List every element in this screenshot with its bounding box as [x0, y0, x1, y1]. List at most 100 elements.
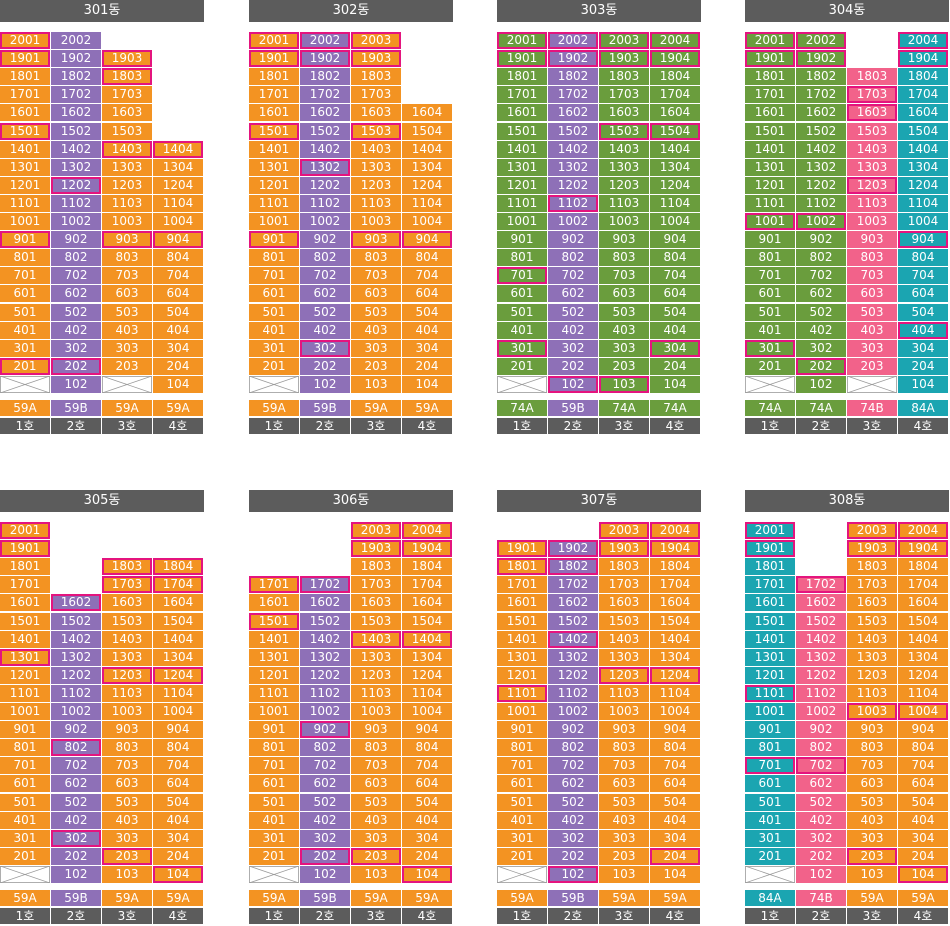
unit-cell-highlighted[interactable]: 1703 — [102, 576, 152, 594]
unit-cell[interactable]: 1001 — [249, 703, 299, 720]
unit-cell[interactable]: 703 — [847, 757, 897, 775]
unit-cell[interactable]: 201 — [497, 357, 547, 375]
unit-cell[interactable]: 304 — [650, 829, 700, 847]
unit-cell[interactable]: 1601 — [497, 104, 547, 122]
unit-cell[interactable]: 1602 — [796, 594, 846, 612]
unit-cell[interactable]: 1104 — [898, 684, 948, 702]
unit-cell-highlighted[interactable]: 1202 — [51, 176, 101, 194]
unit-cell[interactable]: 1703 — [847, 576, 897, 594]
unit-cell[interactable]: 603 — [351, 775, 401, 793]
unit-cell[interactable]: 1704 — [898, 576, 948, 594]
unit-cell-highlighted[interactable]: 1902 — [548, 50, 598, 68]
unit-cell-highlighted[interactable]: 1404 — [402, 630, 452, 648]
unit-cell[interactable]: 1701 — [249, 86, 299, 104]
unit-cell[interactable]: 204 — [402, 847, 452, 865]
unit-cell-highlighted[interactable]: 2003 — [599, 522, 649, 539]
unit-cell[interactable]: 1103 — [847, 684, 897, 702]
unit-cell[interactable]: 902 — [796, 231, 846, 249]
unit-cell-highlighted[interactable]: 2004 — [898, 32, 948, 49]
unit-cell-highlighted[interactable]: 904 — [402, 231, 452, 249]
unit-cell[interactable]: 1204 — [898, 666, 948, 684]
unit-cell[interactable]: 1401 — [745, 630, 795, 648]
unit-cell[interactable]: 1202 — [300, 176, 350, 194]
unit-cell-highlighted[interactable]: 1504 — [650, 122, 700, 140]
unit-cell-highlighted[interactable]: 701 — [745, 757, 795, 775]
unit-cell-highlighted[interactable]: 1903 — [102, 50, 152, 68]
unit-cell[interactable]: 1602 — [300, 104, 350, 122]
unit-cell[interactable]: 202 — [300, 357, 350, 375]
unit-cell[interactable]: 1702 — [796, 86, 846, 104]
unit-cell[interactable]: 402 — [300, 321, 350, 339]
unit-cell[interactable]: 704 — [650, 757, 700, 775]
unit-cell-highlighted[interactable]: 1301 — [0, 648, 50, 666]
unit-cell[interactable]: 704 — [402, 757, 452, 775]
unit-cell[interactable]: 701 — [249, 757, 299, 775]
unit-cell[interactable]: 1404 — [898, 140, 948, 158]
unit-cell[interactable]: 203 — [599, 847, 649, 865]
unit-cell[interactable]: 403 — [599, 321, 649, 339]
unit-cell[interactable]: 503 — [847, 793, 897, 811]
unit-cell-highlighted[interactable]: 102 — [548, 865, 598, 883]
unit-cell[interactable]: 1504 — [153, 612, 203, 630]
unit-cell-highlighted[interactable]: 201 — [0, 357, 50, 375]
unit-cell-highlighted[interactable]: 202 — [300, 847, 350, 865]
unit-cell[interactable]: 1301 — [745, 158, 795, 176]
unit-cell[interactable]: 1003 — [351, 213, 401, 230]
unit-cell[interactable]: 304 — [402, 829, 452, 847]
unit-cell[interactable]: 1403 — [599, 140, 649, 158]
unit-cell-highlighted[interactable]: 2004 — [650, 32, 700, 49]
unit-cell[interactable]: 802 — [548, 249, 598, 267]
unit-cell[interactable]: 701 — [0, 267, 50, 285]
unit-cell[interactable]: 802 — [796, 739, 846, 757]
unit-cell[interactable]: 604 — [402, 775, 452, 793]
unit-cell[interactable]: 303 — [847, 339, 897, 357]
unit-cell-highlighted[interactable]: 1602 — [51, 594, 101, 612]
unit-cell[interactable]: 801 — [249, 249, 299, 267]
unit-cell[interactable]: 1603 — [847, 594, 897, 612]
unit-cell-highlighted[interactable]: 901 — [249, 231, 299, 249]
unit-cell-highlighted[interactable]: 304 — [650, 339, 700, 357]
unit-cell[interactable]: 402 — [796, 811, 846, 829]
unit-cell[interactable]: 804 — [898, 739, 948, 757]
unit-cell[interactable]: 1803 — [351, 558, 401, 576]
unit-cell-highlighted[interactable]: 1204 — [650, 666, 700, 684]
unit-cell[interactable]: 1702 — [300, 86, 350, 104]
unit-cell[interactable]: 1703 — [351, 86, 401, 104]
unit-cell-highlighted[interactable]: 1603 — [847, 104, 897, 122]
unit-cell[interactable]: 502 — [796, 303, 846, 321]
unit-cell[interactable]: 901 — [497, 721, 547, 739]
unit-cell-highlighted[interactable]: 202 — [51, 357, 101, 375]
unit-cell[interactable]: 302 — [548, 829, 598, 847]
unit-cell-highlighted[interactable]: 904 — [153, 231, 203, 249]
unit-cell[interactable]: 401 — [0, 811, 50, 829]
unit-cell[interactable]: 1602 — [300, 594, 350, 612]
unit-cell[interactable]: 1202 — [300, 666, 350, 684]
unit-cell[interactable]: 2002 — [51, 32, 101, 49]
unit-cell[interactable]: 503 — [351, 303, 401, 321]
unit-cell[interactable]: 1302 — [300, 648, 350, 666]
unit-cell[interactable]: 1603 — [351, 104, 401, 122]
unit-cell[interactable]: 403 — [351, 811, 401, 829]
unit-cell[interactable]: 304 — [153, 339, 203, 357]
unit-cell-highlighted[interactable]: 1101 — [745, 684, 795, 702]
unit-cell[interactable]: 301 — [0, 339, 50, 357]
unit-cell[interactable]: 1104 — [650, 194, 700, 212]
unit-cell[interactable]: 903 — [847, 721, 897, 739]
unit-cell[interactable]: 1804 — [898, 68, 948, 86]
unit-cell[interactable]: 803 — [599, 739, 649, 757]
unit-cell-highlighted[interactable]: 1803 — [102, 68, 152, 86]
unit-cell[interactable]: 201 — [0, 847, 50, 865]
unit-cell-highlighted[interactable]: 1901 — [745, 540, 795, 558]
unit-cell[interactable]: 104 — [898, 375, 948, 393]
unit-cell[interactable]: 703 — [102, 757, 152, 775]
unit-cell[interactable]: 701 — [497, 757, 547, 775]
unit-cell-highlighted[interactable]: 1902 — [548, 540, 598, 558]
unit-cell-highlighted[interactable]: 1901 — [497, 540, 547, 558]
unit-cell[interactable]: 402 — [796, 321, 846, 339]
unit-cell[interactable]: 903 — [351, 721, 401, 739]
unit-cell-highlighted[interactable]: 2001 — [497, 32, 547, 49]
unit-cell[interactable]: 401 — [745, 811, 795, 829]
unit-cell[interactable]: 504 — [153, 303, 203, 321]
unit-cell[interactable]: 1303 — [102, 158, 152, 176]
unit-cell[interactable]: 1401 — [0, 140, 50, 158]
